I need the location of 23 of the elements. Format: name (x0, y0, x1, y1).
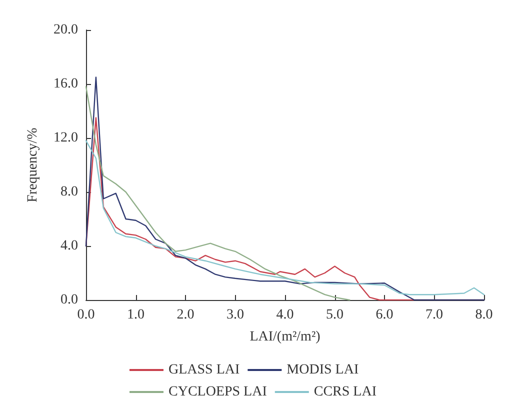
x-tick-label: 2.0 (176, 308, 194, 322)
legend-label: GLASS LAI (168, 362, 240, 378)
y-axis-title: Frequency/% (26, 127, 40, 202)
legend-label: CYCLOEPS LAI (168, 384, 268, 400)
line-series (85, 86, 350, 301)
x-tick-label: 7.0 (426, 308, 443, 322)
y-tick-label: 16.0 (54, 76, 78, 92)
line-series (85, 140, 485, 296)
x-tick-label: 6.0 (376, 308, 394, 322)
y-tick-label: 8.0 (60, 184, 78, 200)
x-tick-label: 1.0 (127, 308, 144, 322)
x-tick-label: 8.0 (475, 308, 493, 322)
y-tick-label: 12.0 (54, 130, 78, 146)
y-tick-label: 20.0 (54, 22, 78, 38)
y-tick-label: 0.0 (60, 292, 78, 308)
legend-label: CCRS LAI (314, 384, 377, 400)
y-tick-label: 4.0 (60, 238, 78, 254)
x-tick-label: 4.0 (276, 308, 294, 322)
x-tick-label: 0.0 (77, 308, 95, 322)
legend-label: MODIS LAI (286, 362, 359, 378)
x-tick-label: 5.0 (326, 308, 344, 322)
x-axis-title: LAI/(m²/m²) (250, 330, 321, 344)
x-tick-label: 3.0 (226, 308, 244, 322)
